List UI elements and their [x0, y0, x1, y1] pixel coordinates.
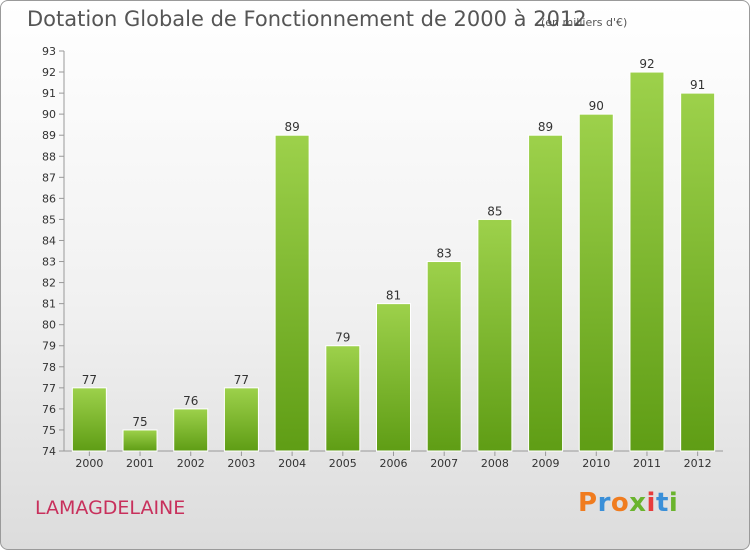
data-labels: 77 75 76 77 89 79 81 83 85 89 90 92 91 — [82, 57, 706, 429]
data-label: 83 — [437, 247, 452, 261]
y-tick-label: 77 — [42, 382, 56, 395]
bars — [71, 71, 716, 452]
y-axis: 74 75 76 77 78 79 80 81 82 83 84 85 86 87 88 89 90 91 92 93 — [42, 45, 65, 458]
bar-2007 — [426, 261, 462, 452]
chart-title: Dotation Globale de Fonctionnement de 20… — [27, 7, 587, 31]
y-tick-label: 82 — [42, 277, 56, 290]
x-tick-label: 2006 — [380, 457, 408, 470]
y-tick-label: 86 — [42, 192, 56, 205]
y-tick-label: 90 — [42, 108, 56, 121]
y-tick-label: 89 — [42, 129, 56, 142]
bar-2010 — [578, 113, 614, 452]
bar-2008 — [477, 218, 513, 452]
x-tick-label: 2005 — [329, 457, 357, 470]
data-label: 89 — [284, 120, 299, 134]
logo-letter: i — [646, 488, 656, 518]
y-tick-label: 80 — [42, 319, 56, 332]
data-label: 76 — [183, 394, 198, 408]
y-tick-label: 87 — [42, 171, 56, 184]
y-tick-label: 93 — [42, 45, 56, 58]
y-tick-label: 79 — [42, 340, 56, 353]
x-tick-label: 2002 — [177, 457, 205, 470]
y-tick-label: 92 — [42, 66, 56, 79]
x-tick-label: 2011 — [633, 457, 661, 470]
logo-letter: x — [629, 488, 647, 518]
x-tick-label: 2010 — [582, 457, 610, 470]
data-label: 77 — [234, 373, 249, 387]
data-label: 92 — [639, 57, 654, 71]
data-label: 79 — [335, 331, 350, 345]
x-tick-label: 2012 — [684, 457, 712, 470]
logo-letter: t — [655, 488, 669, 518]
bar-2009 — [528, 134, 564, 452]
x-tick-label: 2007 — [430, 457, 458, 470]
x-tick-label: 2000 — [75, 457, 103, 470]
y-tick-label: 81 — [42, 298, 56, 311]
y-tick-label: 78 — [42, 361, 56, 374]
proxiti-logo[interactable]: Proxiti — [578, 488, 678, 518]
logo-letter: r — [597, 488, 611, 518]
commune-name: LAMAGDELAINE — [35, 497, 186, 519]
bar-2011 — [629, 71, 665, 452]
bar-2001 — [122, 429, 158, 452]
data-label: 75 — [132, 415, 147, 429]
x-tick-label: 2001 — [126, 457, 154, 470]
bar-2012 — [680, 92, 716, 452]
x-tick-label: 2003 — [227, 457, 255, 470]
logo-letter: o — [610, 488, 630, 518]
y-tick-label: 84 — [42, 234, 56, 247]
data-label: 91 — [690, 78, 705, 92]
y-tick-label: 83 — [42, 256, 56, 269]
y-tick-label: 75 — [42, 424, 56, 437]
x-tick-label: 2009 — [532, 457, 560, 470]
bar-2004 — [274, 134, 310, 452]
data-label: 89 — [538, 120, 553, 134]
logo-letter: i — [668, 488, 679, 518]
y-tick-label: 85 — [42, 213, 56, 226]
bar-2002 — [173, 408, 209, 452]
bar-2006 — [376, 303, 411, 452]
y-tick-label: 88 — [42, 150, 56, 163]
data-label: 85 — [487, 204, 502, 218]
bar-2003 — [223, 387, 259, 452]
data-label: 90 — [589, 99, 604, 113]
data-label: 81 — [386, 289, 401, 303]
y-tick-label: 76 — [42, 403, 56, 416]
chart-unit: (en milliers d'€) — [541, 16, 628, 29]
bar-2000 — [71, 387, 107, 452]
y-tick-label: 74 — [42, 445, 56, 458]
x-tick-label: 2004 — [278, 457, 306, 470]
logo-letter: P — [578, 488, 598, 518]
bar-2005 — [325, 345, 361, 452]
data-label: 77 — [82, 373, 97, 387]
y-tick-label: 91 — [42, 87, 56, 100]
x-axis: 2000 2001 2002 2003 2004 2005 2006 2007 2008 2009… — [64, 450, 723, 470]
x-tick-label: 2008 — [481, 457, 509, 470]
